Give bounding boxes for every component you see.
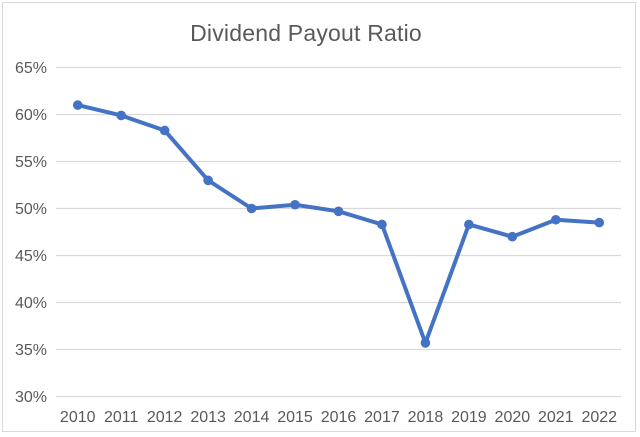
x-axis-tick-label: 2019 <box>451 409 487 426</box>
x-axis-tick-label: 2014 <box>234 409 270 426</box>
series-line <box>75 103 602 345</box>
data-point-marker <box>290 199 300 210</box>
y-axis-tick-label: 65% <box>15 60 47 77</box>
data-point-marker <box>116 110 126 121</box>
data-point-marker <box>203 175 213 186</box>
y-axis-tick-label: 40% <box>15 295 47 312</box>
data-point-marker <box>420 338 431 348</box>
y-axis-tick-label: 35% <box>15 342 47 359</box>
x-axis-tick-label: 2018 <box>408 409 444 426</box>
x-axis-tick-label: 2015 <box>277 409 313 426</box>
x-axis-tick-label: 2021 <box>538 409 574 426</box>
data-point-marker <box>377 219 387 230</box>
x-axis-tick-label: 2013 <box>190 409 226 426</box>
y-axis-tick-label: 60% <box>15 107 47 124</box>
x-axis-tick-label: 2011 <box>104 409 139 426</box>
y-axis-tick-label: 50% <box>15 201 47 218</box>
data-point-marker <box>507 231 518 242</box>
x-axis-tick-label: 2022 <box>581 409 617 426</box>
y-axis-tick-label: 30% <box>15 389 47 406</box>
x-axis-tick-label: 2016 <box>321 409 357 426</box>
data-point-marker <box>551 214 561 225</box>
y-axis-tick-label: 45% <box>15 248 47 265</box>
x-axis-tick-label: 2017 <box>364 409 400 426</box>
chart-container: Dividend Payout Ratio 65% 60% 55% 50% 45% 40%… <box>2 2 636 432</box>
x-axis-tick-label: 2010 <box>60 409 96 426</box>
plot-area: 65% 60% 55% 50% 45% 40% 35% 30% 2010 2011 2012 2013… <box>15 60 621 426</box>
data-point-marker <box>594 217 605 228</box>
data-point-marker <box>464 219 474 230</box>
chart-title: Dividend Payout Ratio <box>190 20 422 46</box>
data-point-marker <box>159 125 170 136</box>
x-axis-tick-label: 2020 <box>495 409 531 426</box>
data-point-marker <box>246 203 257 214</box>
y-axis-tick-label: 55% <box>15 154 47 171</box>
data-point-marker <box>72 100 83 110</box>
x-axis-tick-label: 2012 <box>147 409 183 426</box>
data-point-marker <box>333 206 344 217</box>
